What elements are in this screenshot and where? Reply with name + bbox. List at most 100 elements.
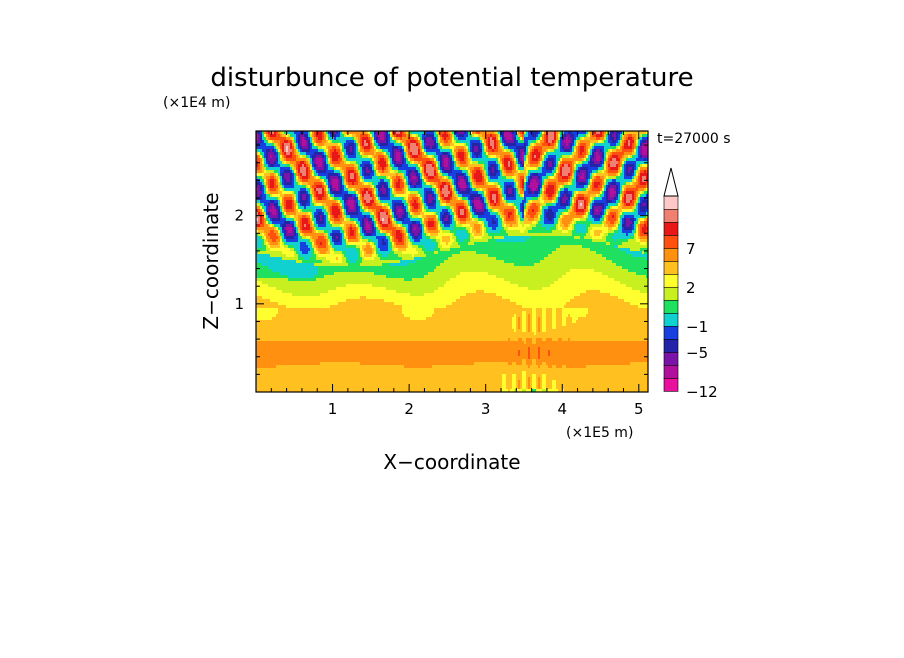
heatmap-cell — [414, 161, 417, 165]
heatmap-field — [256, 131, 648, 392]
heatmap-cell — [624, 158, 627, 162]
heatmap-cell — [578, 140, 581, 144]
heatmap-cell — [530, 155, 533, 159]
heatmap-cell — [370, 158, 373, 162]
heatmap-cell — [516, 143, 519, 147]
heatmap-cell — [342, 155, 345, 159]
heatmap-cell — [342, 164, 345, 168]
heatmap-cell — [272, 152, 275, 156]
heatmap-cell — [544, 161, 547, 165]
heatmap-cell — [558, 140, 561, 144]
heatmap-cell — [346, 173, 349, 177]
heatmap-cell — [604, 167, 607, 171]
heatmap-cell — [308, 134, 311, 138]
heatmap-cell — [354, 137, 357, 141]
heatmap-cell — [276, 134, 279, 138]
heatmap-cell — [362, 161, 365, 165]
heatmap-cell — [380, 158, 383, 162]
heatmap-cell — [320, 155, 323, 159]
heatmap-cell — [344, 146, 347, 150]
heatmap-cell — [284, 137, 287, 141]
heatmap-cell — [362, 167, 365, 171]
heatmap-cell — [324, 161, 327, 165]
heatmap-cell — [456, 161, 459, 165]
heatmap-cell — [282, 152, 285, 156]
heatmap-cell — [516, 176, 519, 180]
heatmap-cell — [504, 164, 507, 168]
heatmap-cell — [534, 173, 537, 177]
heatmap-cell — [308, 152, 311, 156]
heatmap-cell — [588, 152, 591, 156]
heatmap-cell — [506, 167, 509, 171]
heatmap-cell — [566, 143, 569, 147]
heatmap-cell — [420, 140, 423, 144]
heatmap-cell — [442, 131, 445, 135]
heatmap-cell — [580, 143, 583, 147]
heatmap-cell — [340, 134, 343, 138]
heatmap-cell — [378, 164, 381, 168]
heatmap-cell — [448, 179, 451, 183]
heatmap-cell — [328, 155, 331, 159]
heatmap-cell — [336, 146, 339, 150]
heatmap-cell — [462, 152, 465, 156]
heatmap-cell — [522, 137, 525, 141]
heatmap-cell — [352, 131, 355, 135]
heatmap-cell — [272, 143, 275, 147]
heatmap-cell — [312, 146, 315, 150]
heatmap-cell — [304, 131, 307, 135]
heatmap-cell — [284, 158, 287, 162]
heatmap-cell — [370, 143, 373, 147]
heatmap-cell — [374, 134, 377, 138]
heatmap-cell — [594, 179, 597, 183]
heatmap-cell — [528, 182, 531, 186]
heatmap-cell — [430, 146, 433, 150]
heatmap-cell — [600, 137, 603, 141]
heatmap-cell — [534, 179, 537, 183]
heatmap-cell — [552, 155, 555, 159]
heatmap-cell — [380, 143, 383, 147]
heatmap-cell — [614, 158, 617, 162]
heatmap-cell — [432, 146, 435, 150]
heatmap-cell — [624, 155, 627, 159]
heatmap-cell — [380, 131, 383, 135]
heatmap-cell — [548, 155, 551, 159]
heatmap-cell — [268, 149, 271, 153]
heatmap-cell — [562, 149, 565, 153]
heatmap-cell — [380, 152, 383, 156]
heatmap-cell — [532, 134, 535, 138]
heatmap-cell — [378, 158, 381, 162]
heatmap-cell — [312, 167, 315, 171]
heatmap-cell — [352, 161, 355, 165]
heatmap-cell — [488, 155, 491, 159]
heatmap-cell — [536, 140, 539, 144]
heatmap-cell — [562, 164, 565, 168]
heatmap-cell — [318, 134, 321, 138]
heatmap-cell — [508, 143, 511, 147]
heatmap-cell — [614, 164, 617, 168]
heatmap-cell — [506, 149, 509, 153]
heatmap-cell — [646, 152, 648, 156]
heatmap-cell — [518, 182, 521, 186]
heatmap-cell — [344, 131, 347, 135]
heatmap-cell — [598, 146, 601, 150]
heatmap-cell — [544, 170, 547, 174]
heatmap-cell — [556, 140, 559, 144]
heatmap-cell — [540, 134, 543, 138]
heatmap-cell — [476, 167, 479, 171]
heatmap-cell — [440, 179, 443, 183]
heatmap-cell — [326, 149, 329, 153]
heatmap-cell — [630, 146, 633, 150]
heatmap-cell — [304, 140, 307, 144]
heatmap-cell — [548, 149, 551, 153]
heatmap-cell — [636, 143, 639, 147]
heatmap-cell — [468, 176, 471, 180]
heatmap-cell — [524, 161, 527, 165]
heatmap-cell — [260, 161, 263, 165]
heatmap-cell — [432, 179, 435, 183]
heatmap-cell — [440, 158, 443, 162]
heatmap-cell — [390, 161, 393, 165]
heatmap-cell — [354, 146, 357, 150]
heatmap-cell — [362, 137, 365, 141]
heatmap-cell — [386, 158, 389, 162]
heatmap-cell — [330, 182, 333, 186]
